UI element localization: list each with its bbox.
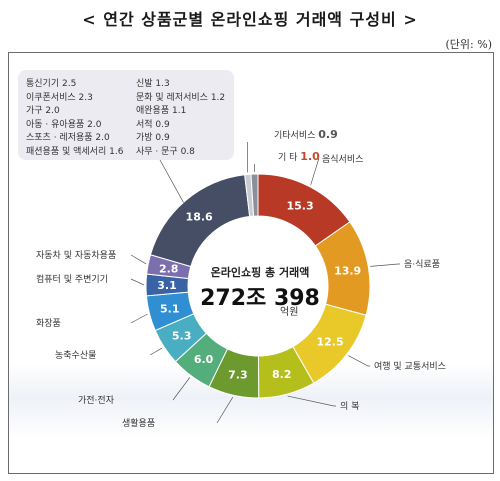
legend-item: 스포츠 · 레저용품 2.0 xyxy=(26,133,110,143)
leader-line-3 xyxy=(287,395,336,407)
leader-line-0 xyxy=(310,158,320,186)
leader-line-1 xyxy=(370,263,400,267)
unit-label: (단위: %) xyxy=(445,38,492,51)
slice-label-8: 컴퓨터 및 주변기기 xyxy=(36,273,108,285)
slice-label-2: 여행 및 교통서비스 xyxy=(374,360,446,372)
legend-item: 이쿠폰서비스 2.3 xyxy=(26,92,93,103)
slice-value-1: 13.9 xyxy=(334,264,361,277)
leader-line-7 xyxy=(130,313,148,324)
legend-connector xyxy=(159,159,184,203)
legend-item: 가구 2.0 xyxy=(26,106,60,116)
slice-value-3: 8.2 xyxy=(272,368,292,381)
legend-item: 서적 0.9 xyxy=(136,119,170,130)
leader-line-6 xyxy=(149,347,163,356)
outside-label-1: 기 타 1.0 xyxy=(278,150,320,163)
center-unit: 억원 xyxy=(280,307,299,318)
slice-12 xyxy=(250,173,259,217)
slice-value-6: 5.3 xyxy=(172,329,192,342)
legend-item: 문화 및 레저서비스 1.2 xyxy=(136,92,226,103)
slice-label-1: 음·식료품 xyxy=(404,259,440,270)
outside-label-0: 기타서비스 0.9 xyxy=(274,128,338,141)
slice-value-4: 7.3 xyxy=(228,369,248,382)
page-title: < 연간 상품군별 온라인쇼핑 거래액 구성비 > xyxy=(82,10,418,29)
leader-line-9 xyxy=(130,254,147,265)
center-total: 272조 398 xyxy=(200,286,320,311)
slice-value-7: 5.1 xyxy=(160,302,180,315)
leader-line-5 xyxy=(172,377,191,401)
slice-label-3: 의 복 xyxy=(340,401,359,412)
legend-item: 가방 0.9 xyxy=(136,133,170,143)
slice-label-4: 생활용품 xyxy=(122,417,155,429)
slice-label-5: 가전·전자 xyxy=(78,395,115,406)
slice-value-0: 15.3 xyxy=(287,199,314,212)
slice-value-5: 6.0 xyxy=(194,353,214,366)
legend-item: 사무 · 문구 0.8 xyxy=(136,146,195,157)
slice-value-2: 12.5 xyxy=(317,336,344,349)
legend-item: 아동 · 유아용품 2.0 xyxy=(26,119,102,130)
leader-line-4 xyxy=(216,396,234,424)
legend-item: 애완용품 1.1 xyxy=(136,106,187,116)
legend-item: 신발 1.3 xyxy=(136,79,170,89)
slice-value-10: 18.6 xyxy=(186,211,213,224)
slice-label-6: 농축수산물 xyxy=(55,350,96,361)
slice-label-7: 화장품 xyxy=(36,318,61,329)
legend-item: 패션용품 및 액세서리 1.6 xyxy=(26,146,124,157)
slice-label-0: 음식서비스 xyxy=(322,154,363,165)
leader-line-2 xyxy=(348,355,370,367)
slice-label-9: 자동차 및 자동차용품 xyxy=(36,249,116,261)
slice-value-8: 3.1 xyxy=(157,279,177,292)
slice-value-9: 2.8 xyxy=(159,262,179,275)
center-title: 온라인쇼핑 총 거래액 xyxy=(210,266,310,279)
legend-item: 통신기기 2.5 xyxy=(26,79,77,89)
leader-line-8 xyxy=(130,278,145,286)
legend-box: 통신기기 2.5 이쿠폰서비스 2.3 가구 2.0 아동 · 유아용품 2.0 스포츠… xyxy=(18,70,234,160)
